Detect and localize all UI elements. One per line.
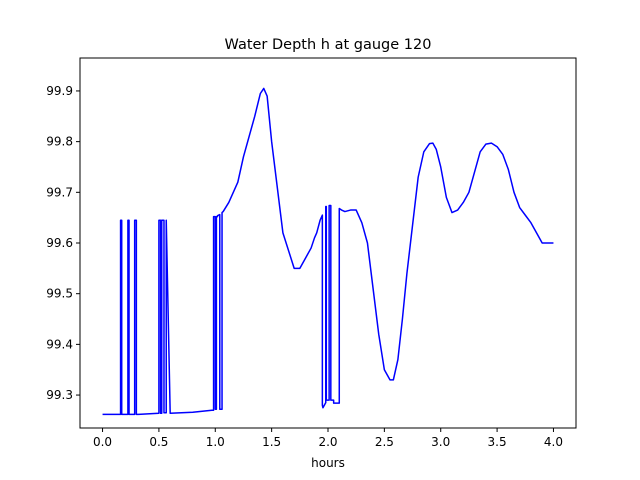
y-tick-label: 99.3 [46, 388, 73, 402]
y-tick-label: 99.8 [46, 135, 73, 149]
x-tick-label: 3.5 [488, 435, 507, 449]
chart-title: Water Depth h at gauge 120 [225, 37, 432, 53]
x-axis-title: hours [311, 456, 345, 470]
series-line-0 [102, 87, 554, 416]
x-tick-label: 1.0 [206, 435, 225, 449]
y-tick-label: 99.7 [46, 185, 73, 199]
x-tick-label: 2.0 [318, 435, 337, 449]
y-axis: 99.3 99.4 99.5 99.6 99.7 99.8 99.9 [46, 84, 80, 402]
plot-area [102, 87, 554, 416]
y-tick-label: 99.5 [46, 287, 73, 301]
x-tick-label: 0.5 [149, 435, 168, 449]
x-axis: 0.0 0.5 1.0 1.5 2.0 2.5 3.0 3.5 4.0 [93, 428, 563, 449]
x-tick-label: 1.5 [262, 435, 281, 449]
y-tick-label: 99.6 [46, 236, 73, 250]
x-tick-label: 0.0 [93, 435, 112, 449]
x-tick-label: 2.5 [375, 435, 394, 449]
x-tick-label: 3.0 [431, 435, 450, 449]
y-tick-label: 99.4 [46, 337, 73, 351]
y-tick-label: 99.9 [46, 84, 73, 98]
x-tick-label: 4.0 [544, 435, 563, 449]
